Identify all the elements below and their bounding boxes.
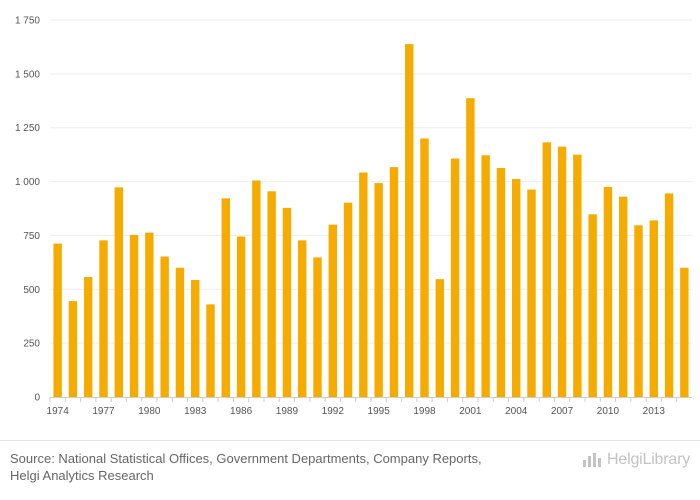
bars	[53, 44, 689, 398]
footer-divider	[0, 440, 700, 441]
y-tick-label: 1 750	[15, 16, 40, 27]
bar-1976	[84, 277, 93, 397]
y-tick-label: 1 500	[15, 69, 40, 80]
bar-2010	[603, 186, 613, 397]
bar-1990	[298, 240, 307, 397]
y-tick-label: 500	[23, 285, 40, 296]
bar-1984	[206, 304, 215, 397]
bar-2015	[680, 267, 689, 397]
source-line-1: Source: National Statistical Offices, Go…	[10, 451, 482, 466]
x-tick-label: 1974	[47, 406, 70, 417]
bar-1998	[420, 138, 429, 398]
x-tick-label: 1995	[368, 406, 391, 417]
bar-1987	[252, 180, 261, 397]
helgi-library-logo: HelgiLibrary	[583, 451, 690, 468]
y-tick-label: 1 250	[15, 123, 40, 134]
bar-2013	[649, 220, 658, 397]
bar-1989	[282, 207, 292, 397]
bar-1988	[267, 191, 276, 397]
bar-1993	[343, 202, 353, 397]
bar-2009	[588, 214, 597, 397]
x-tick-label: 1992	[322, 406, 345, 417]
bar-2002	[481, 155, 490, 397]
x-tick-label: 1989	[276, 406, 299, 417]
bar-2006	[542, 142, 551, 397]
x-tick-label: 1986	[230, 406, 253, 417]
source-line-2: Helgi Analytics Research	[10, 468, 154, 483]
bar-2008	[573, 154, 582, 397]
bar-2003	[496, 168, 506, 397]
bar-1995	[374, 183, 383, 397]
x-tick-label: 2001	[459, 406, 482, 417]
bar-1977	[99, 240, 108, 397]
y-tick-label: 1 000	[15, 177, 40, 188]
logo-text: HelgiLibrary	[607, 451, 690, 468]
bar-1985	[221, 198, 230, 397]
bar-1979	[129, 235, 139, 397]
bar-2001	[466, 98, 475, 397]
x-tick-label: 2010	[597, 406, 620, 417]
bar-1986	[236, 236, 246, 397]
x-tick-label: 1983	[184, 406, 207, 417]
bar-2004	[512, 178, 521, 397]
bar-1994	[359, 172, 368, 397]
bar-1978	[114, 187, 123, 397]
bar-2012	[634, 225, 643, 397]
bar-1982	[175, 267, 185, 397]
bar-1981	[160, 256, 169, 397]
x-tick-label: 2007	[551, 406, 574, 417]
x-tick-label: 1998	[413, 406, 436, 417]
bar-1991	[313, 257, 322, 397]
bar-2014	[664, 193, 674, 397]
bar-1999	[435, 279, 444, 397]
x-tick-label: 1980	[138, 406, 161, 417]
x-tick-label: 2013	[643, 406, 666, 417]
bar-1997	[405, 44, 414, 397]
gridlines	[50, 19, 692, 344]
bar-1983	[191, 280, 200, 397]
axes: 0 250 500 750 1 000 1 250 1 500 1 750 1974 1977 19…	[15, 16, 692, 417]
bar-chart: 0 250 500 750 1 000 1 250 1 500 1 750 1974 1977 19…	[15, 16, 692, 417]
y-tick-label: 0	[34, 393, 40, 404]
bar-1980	[145, 232, 154, 397]
chart: 0 250 500 750 1 000 1 250 1 500 1 750 1974 1977 19…	[15, 16, 692, 417]
bar-1974	[53, 243, 62, 397]
bar-1996	[389, 167, 399, 397]
bar-1992	[328, 224, 337, 397]
source-note: Source: National Statistical Offices, Go…	[10, 450, 540, 484]
x-tick-label: 1977	[92, 406, 115, 417]
x-tick-label: 2004	[505, 406, 528, 417]
y-tick-label: 750	[23, 231, 40, 242]
y-tick-label: 250	[23, 339, 40, 350]
bar-2000	[450, 158, 460, 397]
bar-2007	[557, 146, 567, 397]
bar-2005	[527, 189, 536, 397]
bar-2011	[619, 196, 628, 397]
bar-1975	[68, 301, 78, 397]
logo-bars-icon	[583, 453, 602, 467]
